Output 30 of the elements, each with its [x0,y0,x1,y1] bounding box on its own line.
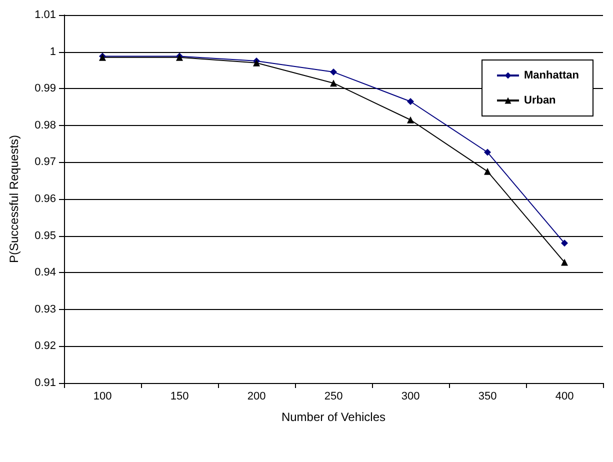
x-tick-label: 350 [478,390,497,402]
y-tick-label: 0.92 [34,340,56,352]
legend-label: Urban [524,94,556,106]
x-tick-label: 200 [247,390,266,402]
legend-label: Manhattan [524,70,580,82]
point [561,258,568,266]
point [484,148,491,156]
point [407,116,414,124]
x-tick-label: 300 [401,390,420,402]
point [330,68,337,76]
y-tick-label: 0.94 [34,266,56,279]
y-tick-label: 0.96 [34,193,56,205]
x-axis-title: Number of Vehicles [281,410,386,424]
y-tick-label: 0.91 [34,377,56,389]
x-tick-label: 100 [93,390,112,402]
point [330,80,337,87]
x-tick-label: 400 [555,390,574,402]
point [561,240,568,247]
x-tick-label: 150 [170,390,189,402]
y-tick-label: 0.95 [34,230,56,242]
point [407,98,414,105]
y-tick-label: 0.99 [34,82,56,95]
x-tick-label: 250 [324,390,343,402]
y-axis-title: P(Successful Requests) [7,134,21,264]
y-tick-label: 1.01 [34,9,56,21]
point [484,168,491,175]
y-tick-label: 0.98 [34,119,56,132]
y-tick-label: 0.93 [34,303,56,316]
y-tick-label: 0.97 [34,156,56,168]
y-tick-label: 1 [50,46,56,58]
